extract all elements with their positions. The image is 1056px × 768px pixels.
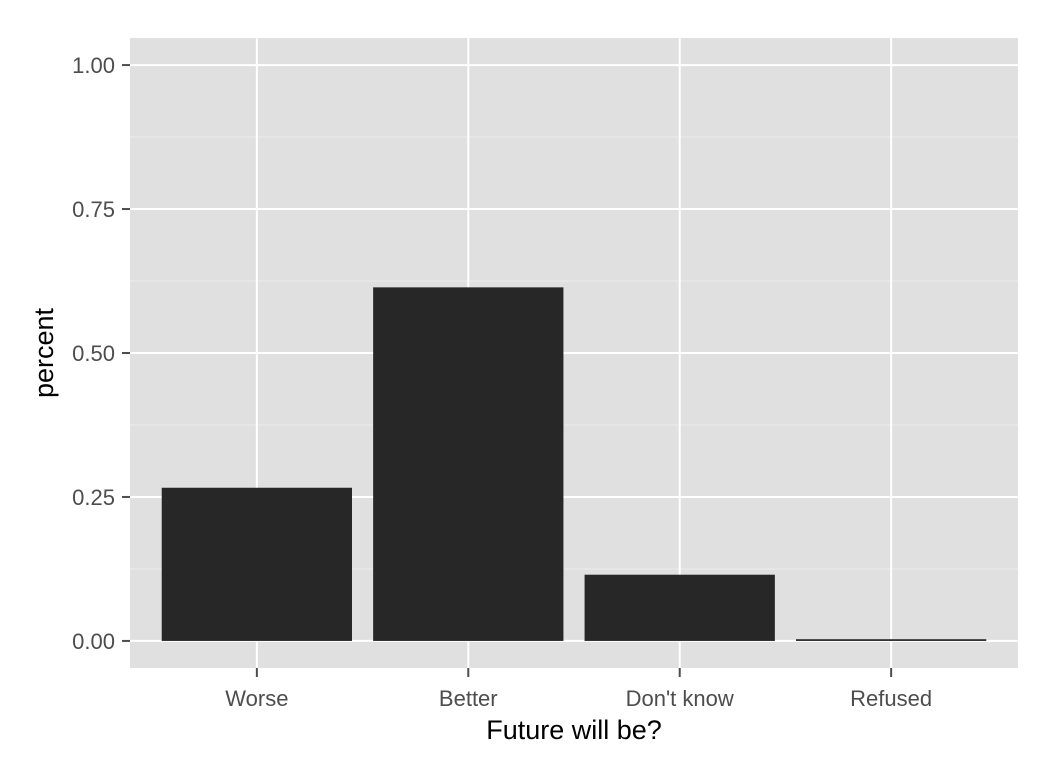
bar-don-t-know	[584, 574, 775, 641]
bar-worse	[161, 487, 352, 641]
y-tick-label: 0.50	[72, 341, 115, 366]
y-tick-label: 0.75	[72, 197, 115, 222]
y-tick-label: 0.00	[72, 629, 115, 654]
x-tick-label: Don't know	[626, 686, 734, 711]
x-axis-ticks	[255, 668, 893, 677]
bar-better	[373, 287, 564, 641]
y-axis-ticks	[122, 64, 130, 642]
y-tick-label: 0.25	[72, 485, 115, 510]
x-tick-label: Worse	[225, 686, 288, 711]
y-axis-title: percent	[29, 307, 59, 398]
x-axis-title: Future will be?	[486, 715, 662, 745]
y-tick-label: 1.00	[72, 53, 115, 78]
x-tick-label: Better	[439, 686, 498, 711]
bars	[161, 287, 987, 641]
x-axis-tick-labels: Worse Better Don't know Refused	[225, 686, 932, 711]
y-axis-tick-labels: 0.00 0.25 0.50 0.75 1.00	[72, 53, 115, 654]
x-tick-label: Refused	[850, 686, 932, 711]
bar-refused	[796, 639, 987, 641]
